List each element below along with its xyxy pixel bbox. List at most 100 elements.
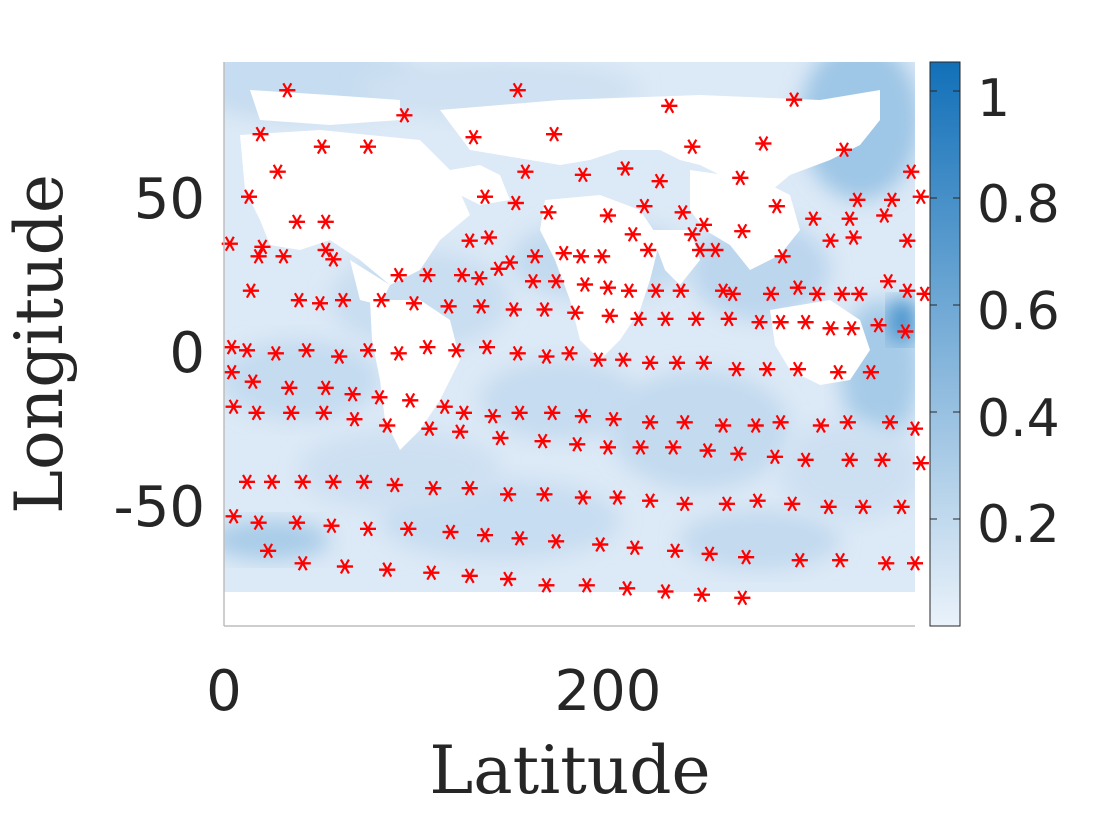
- scatter-point: [657, 311, 674, 327]
- scatter-point: [851, 286, 868, 302]
- scatter-point: [772, 314, 789, 330]
- scatter-point: [283, 405, 300, 421]
- scatter-point: [574, 167, 591, 183]
- scatter-point: [465, 129, 482, 145]
- scatter-point: [897, 324, 914, 339]
- scatter-point: [715, 283, 732, 299]
- heatmap-blob: [480, 360, 640, 440]
- scatter-point: [720, 311, 737, 327]
- scatter-point: [461, 233, 478, 249]
- land-mass: [240, 130, 470, 285]
- scatter-point: [820, 499, 837, 515]
- scatter-point: [822, 233, 839, 249]
- scatter-point: [325, 474, 342, 490]
- scatter-point: [862, 364, 879, 380]
- marker-layer: [221, 82, 933, 606]
- scatter-point: [509, 345, 526, 361]
- scatter-point: [250, 248, 267, 264]
- scatter-point: [480, 230, 497, 245]
- scatter-point: [707, 242, 724, 258]
- scatter-point: [264, 474, 280, 490]
- scatter-point: [642, 355, 659, 371]
- scatter-point: [250, 515, 267, 531]
- scatter-point: [599, 439, 616, 455]
- scatter-point: [695, 217, 712, 233]
- scatter-point: [724, 286, 741, 302]
- land-mass: [224, 592, 915, 626]
- scatter-point: [789, 361, 806, 377]
- scatter-point: [599, 280, 616, 296]
- colorbar-ticks: [930, 90, 960, 520]
- scatter-point: [672, 283, 689, 299]
- scatter-point: [640, 242, 657, 258]
- scatter-point: [500, 486, 517, 502]
- scatter-point: [830, 364, 847, 380]
- scatter-point: [636, 198, 653, 214]
- scatter-point: [544, 405, 561, 421]
- scatter-point: [290, 292, 307, 308]
- scatter-point: [834, 286, 851, 302]
- scatter-point: [400, 521, 417, 537]
- scatter-point: [421, 421, 438, 437]
- scatter-point: [642, 493, 659, 509]
- scatter-point: [492, 430, 509, 446]
- heatmap-blob: [224, 520, 330, 560]
- colorbar-tick-label: 0.8: [977, 175, 1060, 235]
- scatter-point: [734, 590, 751, 606]
- scatter-point: [254, 239, 271, 255]
- scatter-point: [751, 314, 768, 330]
- scatter-point: [269, 164, 286, 180]
- scatter-point: [839, 414, 856, 430]
- scatter-point: [786, 92, 803, 108]
- scatter-point: [538, 349, 555, 364]
- scatter-point: [789, 280, 806, 296]
- scatter-point: [561, 345, 578, 361]
- scatter-point: [601, 308, 618, 324]
- scatter-point: [812, 418, 829, 433]
- scatter-point: [774, 248, 791, 264]
- colorbar-tick-label: 0.6: [977, 282, 1060, 342]
- heatmap-blob: [680, 510, 840, 570]
- scatter-point: [313, 139, 330, 155]
- colorbar-tick-label: 1: [977, 69, 1010, 129]
- scatter-point: [747, 418, 764, 433]
- scatter-point: [538, 577, 555, 593]
- scatter-point: [574, 408, 591, 424]
- y-tick-label: 0: [169, 321, 205, 386]
- scatter-point: [241, 189, 257, 205]
- scatter-point: [615, 352, 632, 368]
- scatter-point: [912, 455, 929, 471]
- scatter-point: [738, 549, 755, 565]
- scatter-point: [684, 139, 701, 155]
- scatter-point: [344, 386, 361, 402]
- x-ticks: 0 200: [206, 659, 661, 724]
- scatter-point: [695, 355, 712, 371]
- scatter-point: [548, 273, 565, 289]
- scatter-point: [809, 286, 826, 302]
- scatter-point: [425, 480, 442, 496]
- scatter-point: [436, 399, 453, 415]
- scatter-point: [899, 283, 916, 299]
- scatter-point: [692, 242, 708, 258]
- scatter-point: [855, 499, 872, 515]
- colorbar-tick-label: 0.2: [977, 495, 1060, 555]
- scatter-point: [667, 543, 684, 559]
- heatmap-blob: [610, 370, 790, 490]
- scatter-point: [617, 161, 634, 176]
- scatter-point: [784, 496, 801, 512]
- scatter-point: [317, 380, 334, 396]
- scatter-point: [567, 305, 584, 321]
- scatter-point: [356, 474, 373, 490]
- scatter-point: [317, 242, 334, 258]
- scatter-point: [455, 405, 472, 421]
- scatter-point: [732, 170, 749, 186]
- scatter-point: [317, 214, 334, 230]
- scatter-point: [874, 452, 891, 468]
- scatter-point: [325, 251, 342, 267]
- scatter-point: [484, 408, 501, 424]
- scatter-point: [239, 342, 255, 358]
- scatter-point: [907, 421, 923, 437]
- scatter-point: [647, 283, 664, 299]
- scatter-point: [755, 136, 772, 151]
